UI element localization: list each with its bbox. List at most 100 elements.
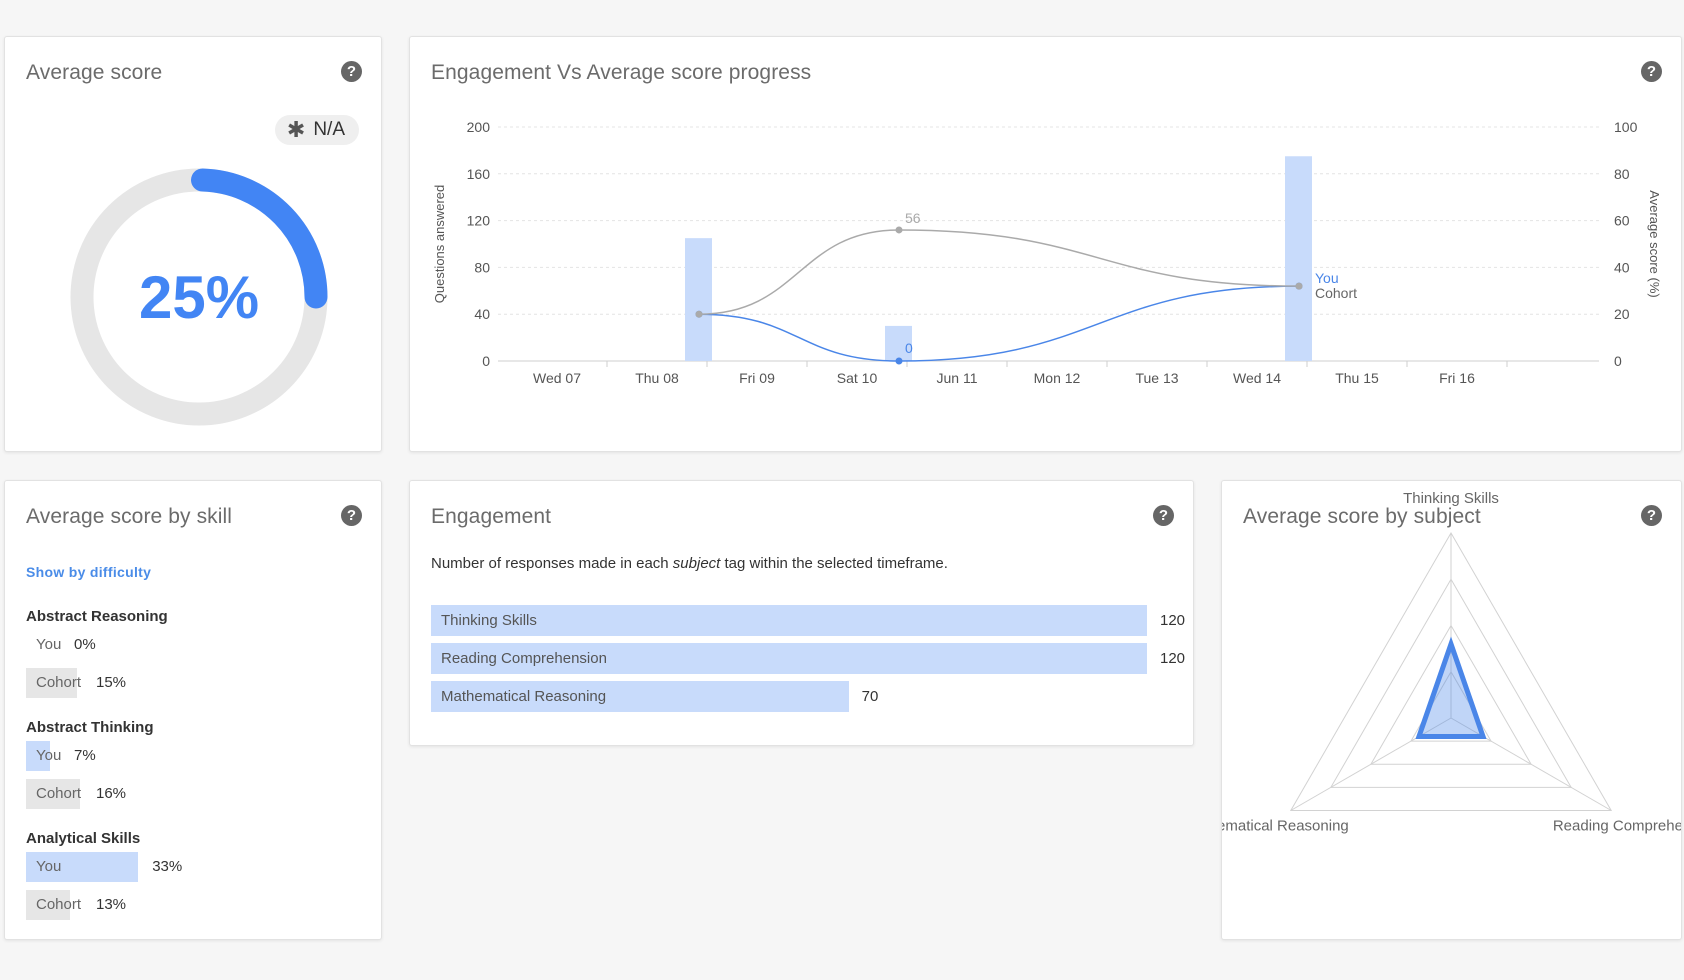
engagement-bar — [885, 325, 912, 361]
radar-axis-label: Reading Comprehensic — [1553, 818, 1682, 835]
y-right-tick-label: 80 — [1614, 166, 1630, 182]
average-score-card: Average score ? ✱ N/A 25% — [4, 36, 382, 452]
skill-you-value: 0% — [74, 636, 96, 653]
skill-you-bar — [26, 741, 50, 771]
x-tick-label: Mon 12 — [1034, 370, 1081, 386]
skill-cohort-row: Cohort 15% — [26, 668, 326, 698]
series-point — [895, 357, 903, 365]
skill-you-row: You 33% — [26, 852, 326, 882]
x-tick-label: Thu 08 — [635, 370, 679, 386]
point-data-label: 0 — [905, 340, 913, 356]
na-badge-label: N/A — [313, 119, 345, 140]
engagement-description: Number of responses made in each subject… — [431, 555, 948, 572]
progress-title: Engagement Vs Average score progress — [431, 61, 812, 84]
na-badge[interactable]: ✱ N/A — [274, 115, 359, 145]
help-icon[interactable]: ? — [1641, 61, 1662, 82]
series-label-you: You — [1315, 270, 1339, 286]
skill-you-value: 33% — [152, 858, 183, 875]
series-line-cohort — [698, 229, 1300, 315]
y-left-tick-label: 0 — [482, 353, 490, 369]
score-donut — [70, 168, 328, 426]
subject-title: Average score by subject — [1243, 505, 1481, 528]
average-score-title: Average score — [26, 61, 163, 84]
engagement-title: Engagement — [431, 505, 552, 528]
engagement-bar: Mathematical Reasoning — [431, 681, 849, 712]
series-point — [1295, 282, 1303, 290]
engagement-bar-label: Mathematical Reasoning — [441, 688, 607, 705]
radar-axis-label: lathematical Reasoning — [1222, 818, 1349, 835]
skill-title: Average score by skill — [26, 505, 233, 528]
y-left-tick-label: 80 — [474, 259, 490, 275]
skill-cohort-value: 15% — [96, 674, 127, 691]
series-point — [895, 226, 903, 234]
skill-you-row: You 7% — [26, 741, 326, 771]
skill-card: Average score by skill ? Show by difficu… — [4, 480, 382, 940]
subject-radar-chart: Thinking Skills Reading Comprehensic lathe… — [1222, 490, 1682, 835]
asterisk-icon: ✱ — [286, 117, 306, 142]
skill-cohort-value: 13% — [96, 896, 127, 913]
engagement-bar-value: 120 — [1160, 650, 1186, 667]
series-line-you — [698, 285, 1300, 362]
skill-you-bar — [26, 852, 139, 882]
skill-cohort-bar — [26, 890, 71, 920]
skill-name: Abstract Thinking — [26, 719, 154, 736]
y-right-tick-label: 60 — [1614, 213, 1630, 229]
subject-card: Average score by subject ? Thinking Skil… — [1221, 480, 1682, 940]
y-left-tick-label: 200 — [467, 119, 491, 135]
engagement-card: Engagement ? Number of responses made in… — [409, 480, 1194, 746]
help-icon[interactable]: ? — [341, 505, 362, 526]
y-left-tick-label: 40 — [474, 306, 490, 322]
help-icon[interactable]: ? — [341, 61, 362, 82]
radar-grid-ring — [1329, 578, 1573, 788]
radar-grid-ring — [1289, 531, 1613, 811]
x-tick-label: Jun 11 — [937, 370, 978, 386]
y-right-axis-label: Average score (%) — [1647, 190, 1662, 297]
engagement-bar — [685, 238, 712, 361]
y-right-tick-label: 20 — [1614, 306, 1630, 322]
help-icon[interactable]: ? — [1641, 505, 1662, 526]
series-label-cohort: Cohort — [1315, 285, 1357, 301]
radar-series-you — [1415, 636, 1487, 739]
y-right-tick-label: 100 — [1614, 119, 1638, 135]
radar-grid-ring — [1370, 624, 1532, 765]
x-tick-label: Fri 09 — [739, 370, 775, 386]
x-tick-label: Fri 16 — [1439, 370, 1475, 386]
series-point — [695, 310, 703, 318]
skill-cohort-label: Cohort — [36, 896, 82, 913]
x-tick-label: Tue 13 — [1135, 370, 1178, 386]
skill-cohort-label: Cohort — [36, 674, 82, 691]
skill-cohort-value: 16% — [96, 785, 127, 802]
skill-you-row: You 0% — [26, 630, 326, 660]
x-tick-label: Wed 07 — [533, 370, 581, 386]
skill-name: Abstract Reasoning — [26, 608, 168, 625]
y-right-tick-label: 0 — [1614, 353, 1622, 369]
skill-cohort-label: Cohort — [36, 785, 82, 802]
radar-spoke — [1290, 717, 1452, 811]
skill-cohort-bar — [26, 779, 81, 809]
donut-progress-arc — [191, 168, 328, 309]
skill-cohort-bar — [26, 668, 77, 698]
engagement-bar: Reading Comprehension — [431, 643, 1147, 674]
x-tick-label: Thu 15 — [1335, 370, 1379, 386]
y-right-tick-label: 40 — [1614, 259, 1630, 275]
skill-you-label: You — [36, 747, 62, 764]
show-by-difficulty-link[interactable]: Show by difficulty — [26, 564, 152, 580]
skill-name: Analytical Skills — [26, 830, 141, 847]
progress-card: Engagement Vs Average score progress ? 2… — [409, 36, 1682, 452]
skill-you-value: 7% — [74, 747, 96, 764]
engagement-bar: Thinking Skills — [431, 605, 1147, 636]
engagement-bar-value: 120 — [1160, 612, 1186, 629]
score-percent: 25% — [138, 263, 260, 331]
help-icon[interactable]: ? — [1153, 505, 1174, 526]
engagement-bar-value: 70 — [861, 688, 879, 705]
x-tick-label: Wed 14 — [1233, 370, 1281, 386]
engagement-bar-label: Thinking Skills — [441, 612, 537, 629]
y-left-tick-label: 120 — [467, 213, 491, 229]
y-left-tick-label: 160 — [467, 166, 491, 182]
x-tick-label: Sat 10 — [837, 370, 878, 386]
engagement-bar — [1285, 156, 1312, 361]
skill-you-label: You — [36, 636, 62, 653]
point-data-label: 56 — [905, 210, 921, 226]
skill-you-label: You — [36, 858, 62, 875]
